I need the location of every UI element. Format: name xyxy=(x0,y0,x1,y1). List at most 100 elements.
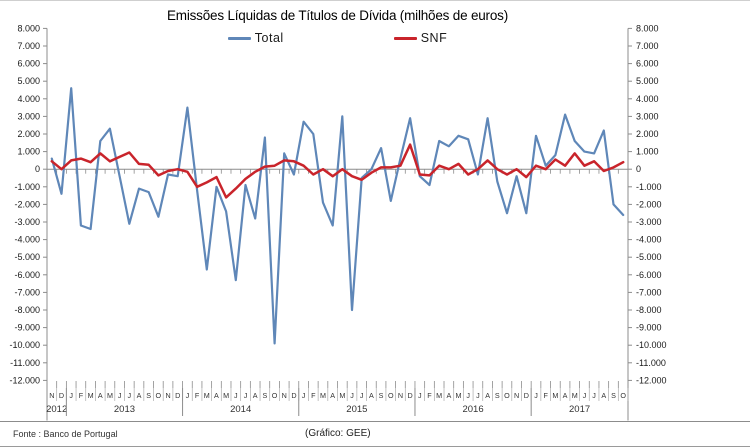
year-label: 2012 xyxy=(46,404,67,415)
month-tick-label: J xyxy=(360,391,364,400)
year-label: 2016 xyxy=(462,404,483,415)
month-tick-label: O xyxy=(272,391,278,400)
month-tick-label: J xyxy=(583,391,587,400)
y-tick-label-right: -4.000 xyxy=(636,235,662,245)
y-tick-label-left: 1.000 xyxy=(17,147,40,157)
y-axis-left: 8.000 7.000 6.000 5.000 4.000 3.000 2.000 1.000… xyxy=(9,23,47,385)
month-tick-label: N xyxy=(398,391,403,400)
month-tick-label: M xyxy=(339,391,345,400)
y-tick-label-left: 5.000 xyxy=(17,76,40,86)
y-tick-label-left: -11.000 xyxy=(10,358,40,368)
y-tick-label-left: 8.000 xyxy=(17,23,40,33)
month-tick-label: M xyxy=(552,391,558,400)
month-tick-label: D xyxy=(408,391,413,400)
month-tick-label: A xyxy=(214,391,219,400)
month-tick-label: M xyxy=(223,391,229,400)
y-tick-label-left: 4.000 xyxy=(17,94,40,104)
month-tick-label: D xyxy=(291,391,296,400)
month-tick-label: D xyxy=(59,391,64,400)
top-border xyxy=(0,0,750,1)
year-label: 2013 xyxy=(114,404,135,415)
legend-label-total: Total xyxy=(254,31,284,45)
month-tick-label: F xyxy=(311,391,316,400)
y-tick-label-left: -10.000 xyxy=(9,340,40,350)
y-tick-label-left: 7.000 xyxy=(17,41,40,51)
y-tick-label-left: 2.000 xyxy=(17,129,40,139)
y-tick-label-right: 0 xyxy=(636,164,641,174)
legend-swatch-total xyxy=(227,36,251,40)
total-line xyxy=(50,87,625,345)
month-tick-label: A xyxy=(98,391,103,400)
month-tick-label: J xyxy=(128,391,132,400)
month-tick-label: A xyxy=(601,391,606,400)
month-tick-label: D xyxy=(175,391,180,400)
legend-item-snf: SNF xyxy=(393,31,448,45)
source-note: Fonte : Banco de Portugal xyxy=(13,429,118,439)
month-tick-label: D xyxy=(524,391,529,400)
month-tick-label: J xyxy=(69,391,73,400)
y-tick-label-left: -12.000 xyxy=(9,375,40,385)
chart-credit: (Gráfico: GEE) xyxy=(305,428,371,439)
y-tick-label-right: -8.000 xyxy=(636,305,662,315)
legend-label-snf: SNF xyxy=(420,31,448,45)
y-tick-label-left: -8.000 xyxy=(14,305,40,315)
y-tick-label-right: -2.000 xyxy=(636,199,662,209)
month-tick-label: M xyxy=(204,391,210,400)
y-tick-label-right: -7.000 xyxy=(636,287,662,297)
y-tick-label-right: -5.000 xyxy=(636,252,662,262)
y-tick-label-right: 8.000 xyxy=(636,23,659,33)
month-tick-label: S xyxy=(262,391,267,400)
y-tick-label-right: -12.000 xyxy=(636,375,667,385)
legend-item-total: Total xyxy=(227,31,284,45)
year-label: 2014 xyxy=(230,404,251,415)
month-tick-label: N xyxy=(282,391,287,400)
legend: Total SNF xyxy=(47,31,628,45)
y-tick-label-right: 3.000 xyxy=(636,111,659,121)
y-tick-label-right: 5.000 xyxy=(636,76,659,86)
year-axis: 2012 2013 2014 2015 2016 2017 xyxy=(46,388,590,416)
y-tick-label-left: -1.000 xyxy=(14,182,40,192)
y-tick-label-left: -6.000 xyxy=(14,270,40,280)
month-tick-label: M xyxy=(88,391,94,400)
month-tick-label: M xyxy=(436,391,442,400)
y-tick-label-right: 2.000 xyxy=(636,129,659,139)
month-tick-label: M xyxy=(320,391,326,400)
month-tick-label: N xyxy=(514,391,519,400)
month-tick-label: J xyxy=(592,391,596,400)
y-tick-label-left: 6.000 xyxy=(17,59,40,69)
month-tick-label: A xyxy=(446,391,451,400)
month-tick-label: S xyxy=(611,391,616,400)
month-tick-label: A xyxy=(253,391,258,400)
month-tick-label: A xyxy=(369,391,374,400)
month-tick-label: J xyxy=(476,391,480,400)
month-tick-label: M xyxy=(572,391,578,400)
month-tick-label: J xyxy=(244,391,248,400)
page-title: Emissões Líquidas de Títulos de Dívida (… xyxy=(166,8,509,23)
month-tick-label: M xyxy=(456,391,462,400)
series-lines xyxy=(50,87,625,345)
month-tick-label: J xyxy=(418,391,422,400)
month-tick-label: O xyxy=(504,391,510,400)
y-tick-label-right: -1.000 xyxy=(636,182,662,192)
month-tick-label: F xyxy=(79,391,84,400)
month-tick-label: S xyxy=(379,391,384,400)
y-tick-label-right: 6.000 xyxy=(636,59,659,69)
month-tick-label: S xyxy=(495,391,500,400)
y-tick-label-right: -6.000 xyxy=(636,270,662,280)
y-tick-label-left: -5.000 xyxy=(14,252,40,262)
month-tick-label: O xyxy=(620,391,626,400)
y-tick-label-right: -10.000 xyxy=(636,340,667,350)
y-tick-label-right: 4.000 xyxy=(636,94,659,104)
y-tick-label-right: -11.000 xyxy=(636,358,666,368)
month-tick-label: O xyxy=(388,391,394,400)
y-tick-label-left: -4.000 xyxy=(14,235,40,245)
legend-swatch-snf xyxy=(393,36,417,40)
month-tick-label: J xyxy=(350,391,354,400)
y-tick-label-left: -9.000 xyxy=(14,323,40,333)
month-tick-label: A xyxy=(563,391,568,400)
y-tick-label-right: -3.000 xyxy=(636,217,662,227)
y-tick-label-right: 7.000 xyxy=(636,41,659,51)
month-tick-label: J xyxy=(302,391,306,400)
